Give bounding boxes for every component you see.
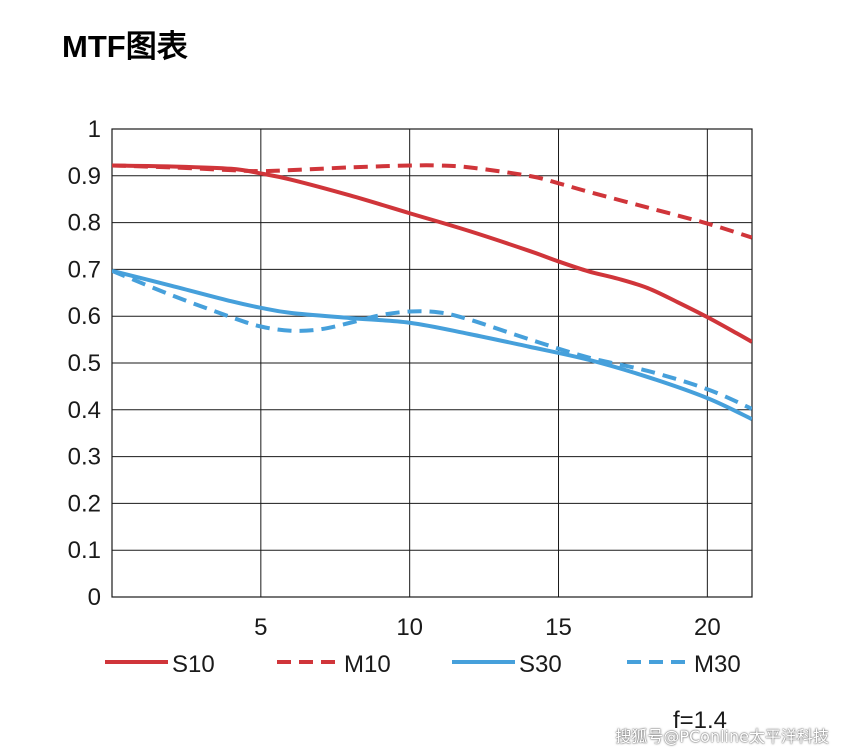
y-tick-label: 0.5 <box>68 350 101 377</box>
y-tick-label: 0 <box>88 584 101 611</box>
series-lines <box>112 163 752 421</box>
x-tick-labels: 5 10 15 20 <box>254 614 721 641</box>
grid-lines <box>112 129 752 597</box>
x-tick-label: 10 <box>396 614 423 641</box>
y-tick-label: 0.8 <box>68 210 101 237</box>
watermark: 搜狐号@PConline太平洋科技 <box>615 727 829 746</box>
y-tick-label: 0.4 <box>68 397 101 424</box>
series-line-s10 <box>112 163 752 344</box>
y-tick-label: 0.2 <box>68 490 101 517</box>
y-tick-label: 1 <box>88 116 101 143</box>
series-line-s30 <box>112 268 752 421</box>
legend-label-s10: S10 <box>172 651 215 678</box>
legend-label-s30: S30 <box>519 651 562 678</box>
aperture-note: f=1.4 <box>673 707 727 734</box>
legend-label-m30: M30 <box>694 651 741 678</box>
y-tick-label: 0.1 <box>68 537 101 564</box>
series-line-m30 <box>112 268 752 411</box>
legend-label-m10: M10 <box>344 651 391 678</box>
y-tick-label: 0.7 <box>68 256 101 283</box>
y-tick-label: 0.9 <box>68 163 101 190</box>
x-tick-label: 15 <box>545 614 572 641</box>
y-tick-labels: 0 0.1 0.2 0.3 0.4 0.5 0.6 0.7 0.8 0.9 1 <box>68 116 101 611</box>
legend: S10 M10 S30 M30 <box>105 651 741 678</box>
x-tick-label: 20 <box>694 614 721 641</box>
y-tick-label: 0.3 <box>68 444 101 471</box>
y-tick-label: 0.6 <box>68 303 101 330</box>
page-title: MTF图表 <box>62 29 188 64</box>
x-tick-label: 5 <box>254 614 267 641</box>
